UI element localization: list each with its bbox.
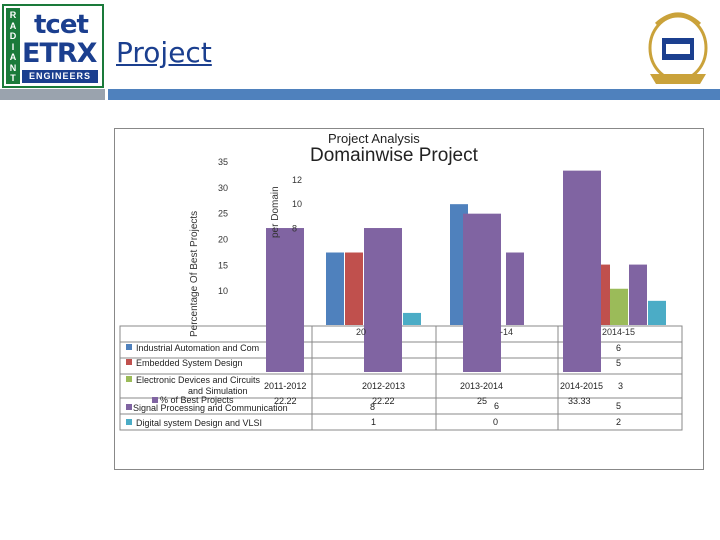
back-cat-label-1: 20 <box>356 327 366 337</box>
logo-line3: ENGINEERS <box>22 70 98 83</box>
front-val-3: 25 <box>477 396 487 406</box>
back-val-dig-2: 1 <box>371 417 376 427</box>
header-divider-right <box>108 89 720 100</box>
back-legend-4: Signal Processing and Communication <box>133 403 288 413</box>
back-bar-7 <box>610 288 628 325</box>
back-legend-3: Electronic Devices and Circuits <box>136 375 261 385</box>
back-val-sig-4: 5 <box>616 401 621 411</box>
front-cat-3: 2013-2014 <box>460 381 503 391</box>
front-ytick-1: 15 <box>218 260 228 270</box>
back-bar-1 <box>345 252 363 325</box>
back-ytick-0: 8 <box>292 223 297 233</box>
back-bar-0 <box>326 252 344 325</box>
front-val-2: 22.22 <box>372 396 395 406</box>
front-bar-1 <box>364 228 402 372</box>
front-y-ticks: 10 15 20 25 30 35 <box>218 157 228 296</box>
logo-line2: ETRX <box>22 38 97 69</box>
back-val-ele-4: 3 <box>618 381 623 391</box>
back-bar-3 <box>403 312 421 325</box>
back-bar-9 <box>648 300 666 325</box>
slide-title: Project <box>116 36 212 69</box>
back-y-axis-label: per Domain <box>270 186 281 238</box>
back-legend-3b: and Simulation <box>188 386 248 396</box>
chart-title-domainwise: Domainwise Project <box>310 145 479 166</box>
back-val-sig-3: 6 <box>494 401 499 411</box>
back-cat-label-3: 2014-15 <box>602 327 635 337</box>
tcet-emblem-icon <box>648 12 708 84</box>
back-ytick-1: 10 <box>292 199 302 209</box>
front-ytick-3: 25 <box>218 209 228 219</box>
back-bar-5 <box>506 252 524 325</box>
back-y-ticks: 8 10 12 <box>292 175 302 233</box>
logo-line1: tcet <box>34 10 89 40</box>
chart-title-project-analysis: Project Analysis <box>328 131 420 146</box>
front-bar-0 <box>266 228 304 372</box>
front-val-1: 22.22 <box>274 396 297 406</box>
back-ytick-2: 12 <box>292 175 302 185</box>
back-legend-2: Embedded System Design <box>136 358 243 368</box>
front-cat-1: 2011-2012 <box>264 381 306 391</box>
front-cat-4: 2014-2015 <box>560 381 603 391</box>
back-cat-label-2: -14 <box>500 327 513 337</box>
front-chart-bars <box>266 170 601 372</box>
back-val-sig-2: 8 <box>370 402 375 412</box>
front-ytick-4: 30 <box>218 183 228 193</box>
back-bar-8 <box>629 264 647 325</box>
front-bar-3 <box>563 170 601 372</box>
front-ytick-0: 10 <box>218 286 228 296</box>
back-legend-5: Digital system Design and VLSI <box>136 418 262 428</box>
front-ytick-2: 20 <box>218 235 228 245</box>
front-y-axis-label: Percentage Of Best Projects <box>189 211 200 337</box>
front-cat-2: 2012-2013 <box>362 381 405 391</box>
header-divider-left <box>0 89 105 100</box>
front-ytick-5: 35 <box>218 157 228 167</box>
back-val-ind-4: 6 <box>616 343 621 353</box>
back-val-dig-4: 2 <box>616 417 621 427</box>
front-bar-2 <box>463 213 501 372</box>
back-val-emb-4: 5 <box>616 358 621 368</box>
front-legend: % of Best Projects <box>160 395 234 405</box>
front-val-4: 33.33 <box>568 396 591 406</box>
back-legend-1: Industrial Automation and Com <box>136 343 259 353</box>
back-val-dig-3: 0 <box>493 417 498 427</box>
